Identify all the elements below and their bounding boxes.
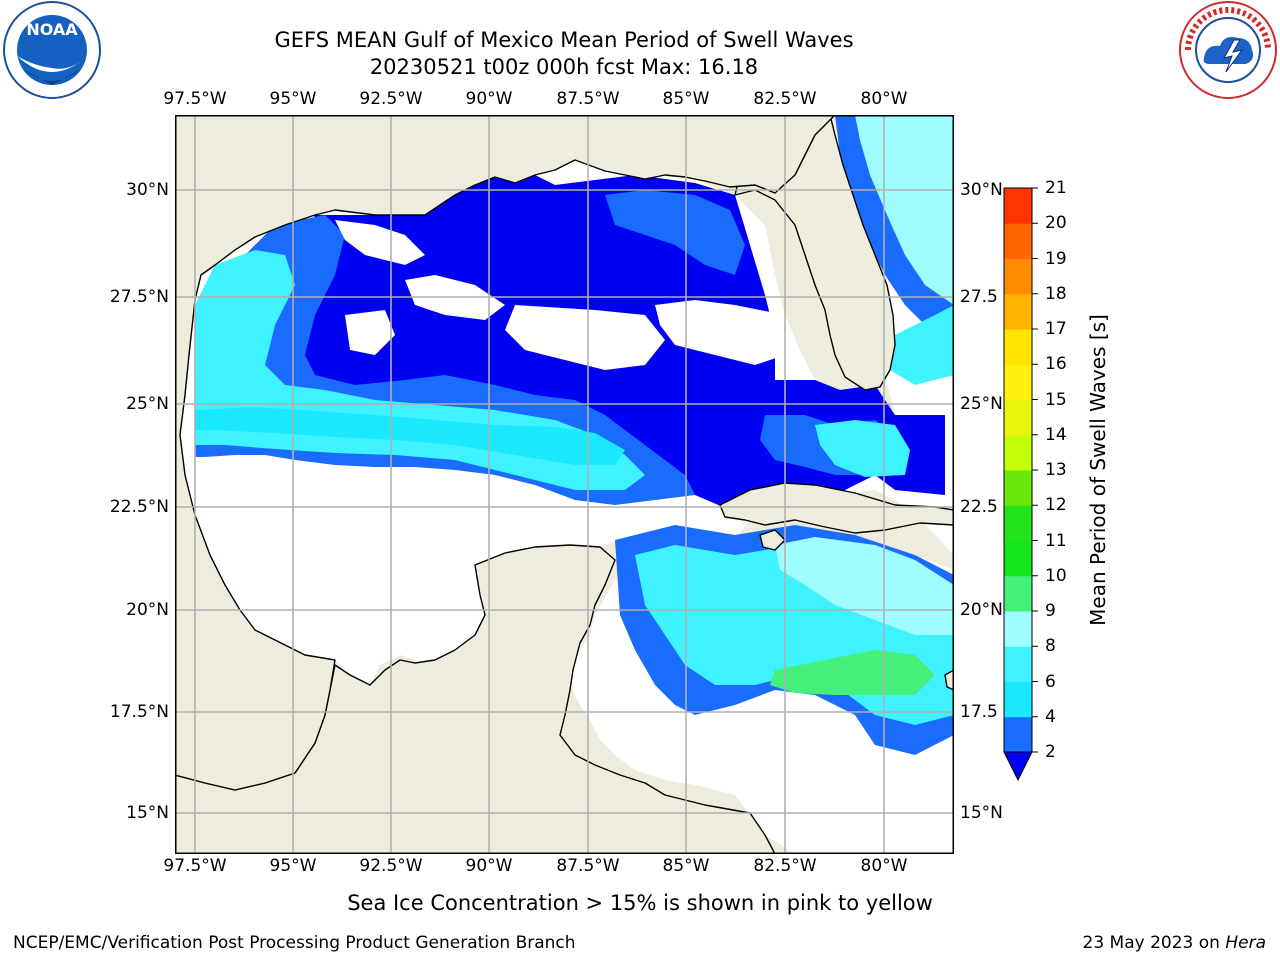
colorbar-segment	[1004, 223, 1032, 259]
colorbar-segments	[1004, 188, 1032, 753]
footer-date-text: 23 May 2023 on	[1082, 933, 1226, 953]
footer-machine: Hera	[1225, 933, 1266, 953]
colorbar-tick-label: 14	[1045, 424, 1067, 445]
colorbar-tick-label: 9	[1045, 601, 1056, 621]
colorbar-segment	[1004, 575, 1032, 612]
lon-label-bottom: 92.5°W	[359, 856, 423, 876]
yucatan-land	[175, 544, 776, 854]
florida-land	[734, 115, 954, 391]
lat-label-right: 20°N	[960, 600, 1003, 620]
lon-label-bottom: 80°W	[860, 856, 908, 876]
colorbar-ticks	[1032, 187, 1038, 753]
colorbar-segment	[1004, 364, 1032, 400]
colorbar-segment	[1004, 258, 1032, 295]
lat-label-right: 17.5	[960, 702, 998, 722]
lon-label-top: 82.5°W	[753, 89, 817, 109]
plot-title-line1: GEFS MEAN Gulf of Mexico Mean Period of …	[274, 28, 854, 52]
colorbar-segment	[1004, 329, 1032, 365]
colorbar-extend-min	[1003, 751, 1033, 782]
hispaniola-stub	[944, 669, 954, 691]
lat-label-left: 17.5°N	[109, 702, 169, 722]
colorbar-tick-label: 15	[1045, 389, 1067, 410]
colorbar-segment	[1004, 716, 1032, 753]
cuba-land	[719, 482, 954, 534]
noaa-logo: NOAA	[3, 1, 101, 99]
lat-label-right: 25°N	[960, 394, 1003, 414]
lon-label-top: 95°W	[269, 89, 317, 109]
colorbar-tick-label: 16	[1045, 354, 1067, 375]
colorbar-segment	[1004, 470, 1032, 506]
lat-label-left: 30°N	[126, 180, 169, 200]
colorbar-tick-label: 11	[1045, 530, 1067, 551]
lon-label-bottom: 87.5°W	[556, 856, 620, 876]
nws-logo	[1179, 1, 1277, 99]
lat-label-right: 22.5	[960, 497, 998, 517]
colorbar-label: Mean Period of Swell Waves [s]	[1086, 314, 1110, 626]
isle-of-youth	[759, 529, 786, 551]
lat-label-right: 27.5	[960, 287, 998, 307]
lat-label-left: 22.5°N	[109, 497, 169, 517]
sea-ice-note: Sea Ice Concentration > 15% is shown in …	[347, 891, 933, 915]
lon-label-bottom: 90°W	[465, 856, 513, 876]
lon-label-top: 87.5°W	[556, 89, 620, 109]
colorbar-segment	[1004, 399, 1032, 436]
lat-label-left: 20°N	[126, 600, 169, 620]
colorbar-segment	[1004, 434, 1032, 471]
lon-label-bottom: 85°W	[662, 856, 710, 876]
footer-branch: NCEP/EMC/Verification Post Processing Pr…	[13, 933, 576, 953]
colorbar-segment	[1004, 293, 1032, 330]
colorbar-tick-label: 17	[1045, 319, 1067, 339]
lat-label-right: 30°N	[960, 180, 1003, 200]
lat-label-left: 25°N	[126, 394, 169, 414]
colorbar-tick-label: 8	[1045, 636, 1056, 657]
lon-label-top: 85°W	[662, 89, 710, 109]
colorbar-tick-label: 19	[1045, 248, 1067, 269]
lon-label-bottom: 97.5°W	[163, 856, 227, 876]
map-panel	[175, 115, 954, 854]
graticule	[175, 115, 954, 854]
noaa-logo-text: NOAA	[26, 20, 78, 39]
lon-label-bottom: 95°W	[269, 856, 317, 876]
colorbar-tick-label: 10	[1045, 565, 1067, 586]
lon-label-bottom: 82.5°W	[753, 856, 817, 876]
colorbar-tick-label: 12	[1045, 495, 1067, 516]
colorbar-segment	[1004, 188, 1032, 224]
colorbar-segment	[1004, 505, 1032, 541]
lat-label-right: 15°N	[960, 803, 1003, 823]
colorbar-tick-label: 2	[1045, 742, 1056, 762]
colorbar-tick-label: 4	[1045, 706, 1056, 727]
colorbar-segment	[1004, 646, 1032, 682]
us-gulf-coast-land	[175, 115, 836, 791]
lon-label-top: 80°W	[860, 89, 908, 109]
colorbar	[1003, 187, 1038, 782]
colorbar-segment	[1004, 611, 1032, 647]
colorbar-segment	[1004, 540, 1032, 577]
lon-label-top: 92.5°W	[359, 89, 423, 109]
colorbar-tick-label: 21	[1045, 178, 1067, 198]
colorbar-tick-label: 13	[1045, 460, 1067, 480]
colorbar-tick-label: 20	[1045, 213, 1067, 234]
lon-label-top: 90°W	[465, 89, 513, 109]
colorbar-tick-label: 6	[1045, 671, 1056, 692]
lon-label-top: 97.5°W	[163, 89, 227, 109]
lat-label-left: 15°N	[126, 803, 169, 823]
lat-label-left: 27.5°N	[109, 287, 169, 307]
colorbar-tick-label: 18	[1045, 283, 1067, 304]
map-frame	[175, 115, 954, 854]
plot-title-line2: 20230521 t00z 000h fcst Max: 16.18	[369, 55, 759, 79]
colorbar-segment	[1004, 681, 1032, 718]
footer-date: 23 May 2023 on Hera	[1083, 933, 1267, 953]
